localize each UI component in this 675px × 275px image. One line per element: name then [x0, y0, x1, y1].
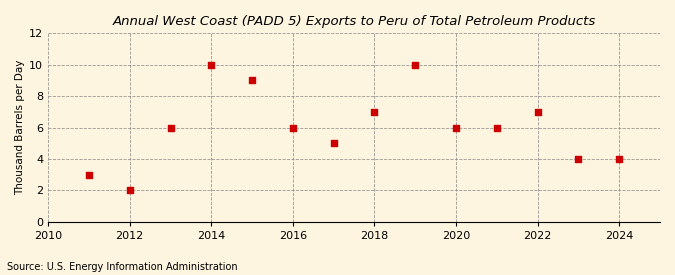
Text: Source: U.S. Energy Information Administration: Source: U.S. Energy Information Administ…	[7, 262, 238, 272]
Point	[491, 125, 502, 130]
Point	[165, 125, 176, 130]
Point	[328, 141, 339, 145]
Point	[410, 62, 421, 67]
Point	[369, 110, 380, 114]
Point	[124, 188, 135, 192]
Point	[288, 125, 298, 130]
Point	[451, 125, 462, 130]
Point	[573, 157, 584, 161]
Point	[614, 157, 624, 161]
Y-axis label: Thousand Barrels per Day: Thousand Barrels per Day	[15, 60, 25, 195]
Point	[246, 78, 257, 82]
Title: Annual West Coast (PADD 5) Exports to Peru of Total Petroleum Products: Annual West Coast (PADD 5) Exports to Pe…	[113, 15, 596, 28]
Point	[532, 110, 543, 114]
Point	[84, 172, 95, 177]
Point	[206, 62, 217, 67]
